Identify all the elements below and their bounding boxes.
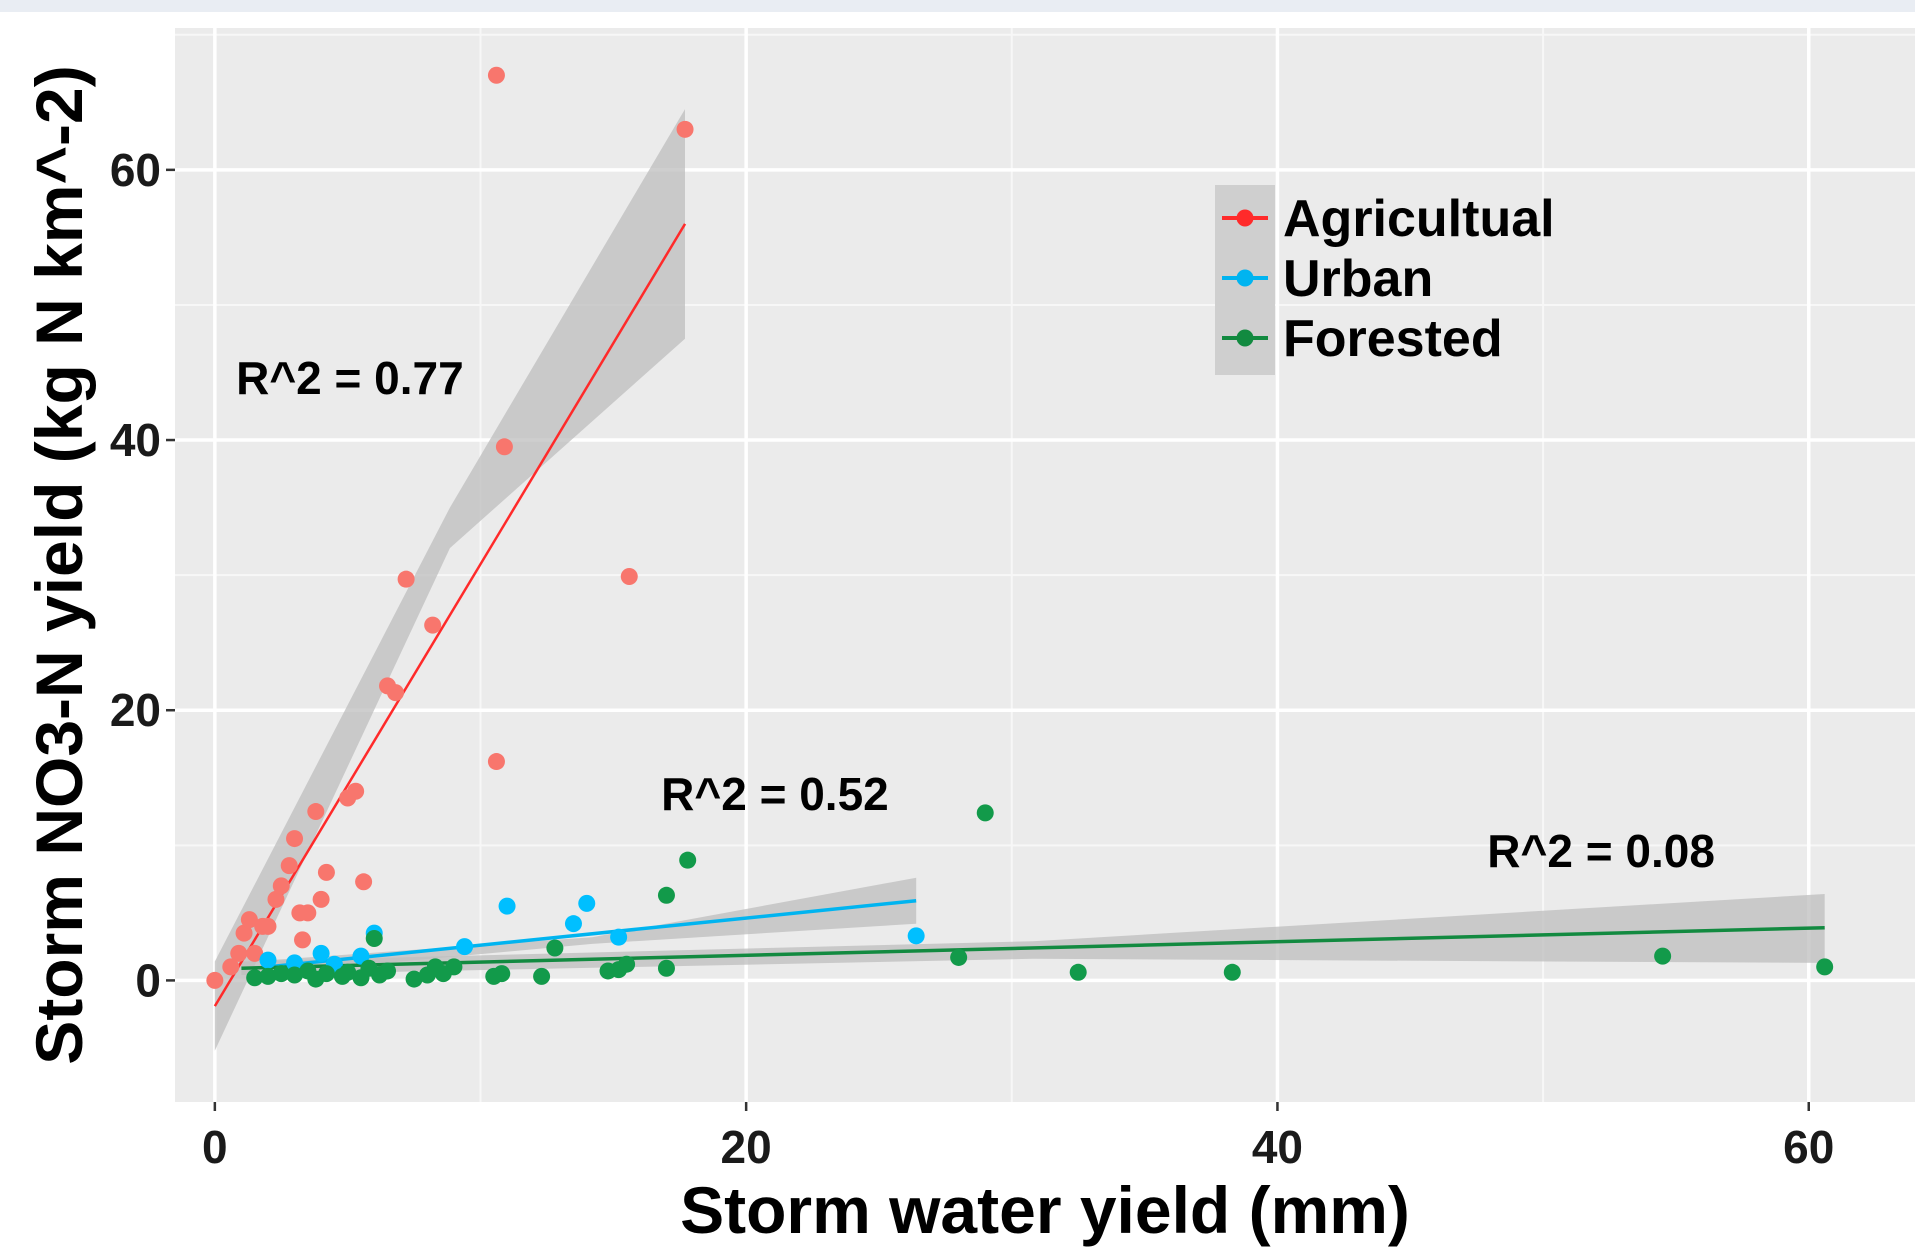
point-forested — [339, 963, 357, 981]
point-urban — [456, 938, 474, 956]
point-agricultual — [620, 567, 638, 585]
r2-label-urban: R^2 = 0.52 — [661, 768, 889, 820]
point-forested — [657, 959, 675, 977]
point-urban — [578, 894, 596, 912]
point-agricultual — [307, 803, 325, 821]
confidence-band-forested — [241, 894, 1825, 975]
legend-key-dot — [1236, 209, 1254, 227]
y-tick-label: 0 — [135, 954, 161, 1006]
point-agricultual — [272, 877, 290, 895]
point-urban — [907, 927, 925, 945]
point-forested — [272, 965, 290, 983]
point-forested — [405, 970, 423, 988]
point-agricultual — [355, 873, 373, 891]
point-agricultual — [235, 924, 253, 942]
point-agricultual — [424, 616, 442, 634]
point-forested — [1069, 963, 1087, 981]
legend-key-dot — [1236, 269, 1254, 287]
x-axis-title: Storm water yield (mm) — [680, 1173, 1410, 1247]
point-forested — [950, 948, 968, 966]
point-agricultual — [317, 863, 335, 881]
point-agricultual — [280, 857, 298, 875]
r2-label-forested: R^2 = 0.08 — [1487, 825, 1715, 877]
point-agricultual — [259, 917, 277, 935]
x-tick-label: 0 — [202, 1121, 228, 1173]
minor-gridlines — [175, 28, 1915, 1102]
legend-label-urban: Urban — [1283, 250, 1433, 308]
r2-label-agricultual: R^2 = 0.77 — [236, 352, 464, 404]
point-agricultual — [222, 958, 240, 976]
point-agricultual — [397, 570, 415, 588]
y-tick-label: 40 — [110, 414, 161, 466]
point-urban — [286, 954, 304, 972]
point-agricultual — [676, 120, 694, 138]
point-agricultual — [246, 944, 264, 962]
data-points — [206, 66, 1834, 989]
point-forested — [976, 804, 994, 822]
point-urban — [610, 928, 628, 946]
x-tick-label: 40 — [1252, 1121, 1303, 1173]
fit-line-forested — [241, 925, 1825, 971]
point-forested — [679, 851, 697, 869]
point-forested — [1816, 958, 1834, 976]
point-urban — [498, 897, 516, 915]
point-agricultual — [487, 753, 505, 771]
point-agricultual — [267, 890, 285, 908]
point-urban — [564, 915, 582, 933]
point-agricultual — [386, 684, 404, 702]
axis-ticks: 0 20 40 60 0 20 40 60 — [110, 144, 1834, 1173]
point-forested — [379, 962, 397, 980]
fit-line-agricultual — [213, 223, 687, 1007]
point-forested — [493, 965, 511, 983]
point-forested — [1654, 947, 1672, 965]
point-agricultual — [286, 830, 304, 848]
y-tick-label: 20 — [110, 684, 161, 736]
point-agricultual — [230, 944, 248, 962]
y-tick-label: 60 — [110, 144, 161, 196]
point-urban — [352, 947, 370, 965]
point-urban — [259, 951, 277, 969]
point-agricultual — [240, 911, 258, 929]
legend-label-forested: Forested — [1283, 310, 1503, 368]
point-forested — [259, 967, 277, 985]
y-axis-title: Storm NO3-N yield (kg N km^-2) — [22, 65, 96, 1064]
point-forested — [546, 939, 564, 957]
point-forested — [365, 930, 383, 948]
point-forested — [445, 958, 463, 976]
point-agricultual — [487, 66, 505, 84]
x-tick-label: 60 — [1783, 1121, 1834, 1173]
window-top-strip — [0, 0, 1915, 12]
point-agricultual — [347, 782, 365, 800]
point-agricultual — [294, 931, 312, 949]
fit-lines — [213, 223, 1825, 1007]
point-forested — [1223, 963, 1241, 981]
point-forested — [286, 966, 304, 984]
fit-line-urban — [267, 898, 917, 969]
point-agricultual — [495, 438, 513, 456]
legend-label-agricultual: Agricultual — [1283, 190, 1555, 248]
point-forested — [657, 886, 675, 904]
point-agricultual — [299, 904, 317, 922]
point-forested — [317, 965, 335, 983]
point-forested — [533, 967, 551, 985]
point-urban — [312, 944, 330, 962]
confidence-band-agricultual — [214, 109, 686, 1051]
point-forested — [246, 969, 264, 987]
legend-key-dot — [1236, 329, 1254, 347]
point-forested — [618, 955, 636, 973]
point-agricultual — [312, 890, 330, 908]
r2-annotations: R^2 = 0.77 R^2 = 0.52 R^2 = 0.08 — [236, 352, 1715, 877]
point-agricultual — [206, 971, 224, 989]
x-tick-label: 20 — [721, 1121, 772, 1173]
